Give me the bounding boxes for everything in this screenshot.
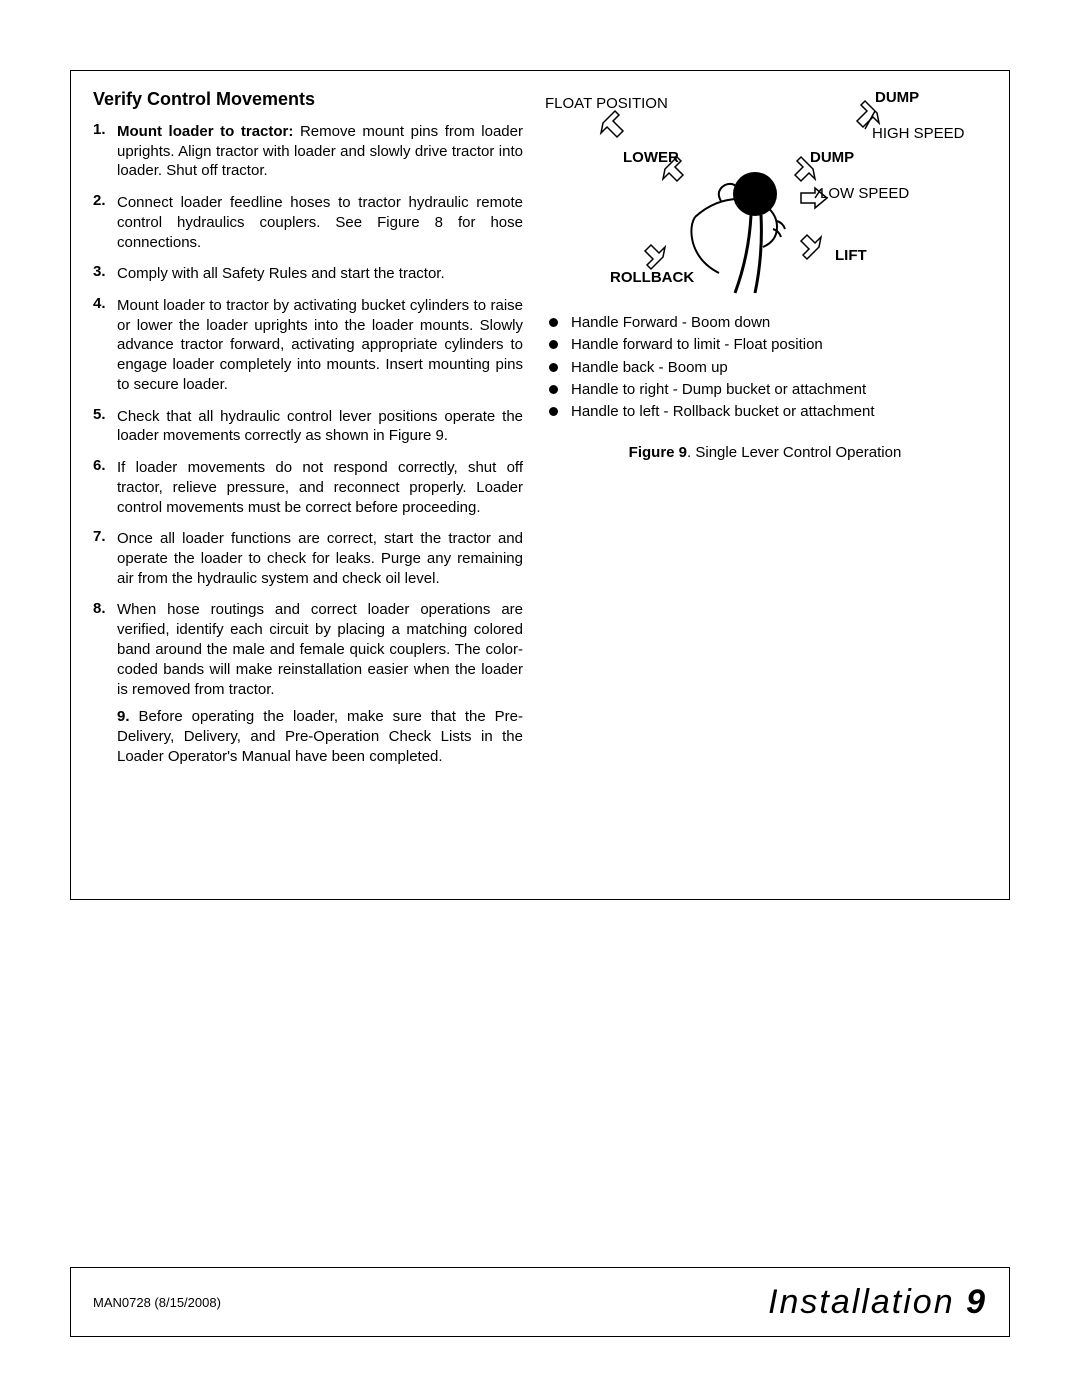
step-number: 5. — [93, 405, 117, 425]
step-number: 2. — [93, 191, 117, 211]
step-8: 8. When hose routings and correct loader… — [93, 599, 523, 767]
step-text: Connect loader feedline hoses to tractor… — [93, 193, 523, 252]
step-number: 3. — [93, 262, 117, 282]
content-frame: Verify Control Movements 1. Mount loader… — [70, 70, 1010, 900]
substep-9: 9. Before operating the loader, make sur… — [93, 707, 523, 766]
step-5: 5. Check that all hydraulic control leve… — [93, 405, 523, 446]
bullet-item: Handle to left - Rollback bucket or atta… — [545, 402, 985, 422]
doc-id: MAN0728 (8/15/2008) — [93, 1295, 221, 1310]
step-7: 7. Once all loader functions are correct… — [93, 527, 523, 588]
step-text: Once all loader functions are correct, s… — [93, 529, 523, 588]
section-page: Installation 9 — [768, 1283, 987, 1322]
step-text: Mount loader to tractor by activating bu… — [93, 296, 523, 395]
label-lift: LIFT — [835, 247, 867, 264]
page: Verify Control Movements 1. Mount loader… — [0, 0, 1080, 1397]
label-float-position: FLOAT POSITION — [545, 95, 668, 112]
step-body: Mount loader to tractor: Remove mount pi… — [93, 122, 523, 181]
bullet-item: Handle to right - Dump bucket or attachm… — [545, 380, 985, 400]
label-low-speed: LOW SPEED — [820, 185, 909, 202]
step-1: 1. Mount loader to tractor: Remove mount… — [93, 120, 523, 181]
figure-caption: Figure 9. Single Lever Control Operation — [545, 444, 985, 461]
step-text: If loader movements do not respond corre… — [93, 458, 523, 517]
caption-bold: Figure 9 — [629, 444, 687, 461]
joystick-diagram: FLOAT POSITION DUMP HIGH SPEED LOWER DUM… — [545, 89, 985, 309]
section-heading: Verify Control Movements — [93, 89, 523, 110]
step-text: When hose routings and correct loader op… — [93, 600, 523, 699]
step-number: 6. — [93, 456, 117, 476]
step-number: 8. — [93, 599, 117, 619]
step-6: 6. If loader movements do not respond co… — [93, 456, 523, 517]
right-column: FLOAT POSITION DUMP HIGH SPEED LOWER DUM… — [545, 89, 985, 777]
label-high-speed: HIGH SPEED — [872, 125, 965, 142]
bullet-item: Handle forward to limit - Float position — [545, 335, 985, 355]
step-text: Comply with all Safety Rules and start t… — [93, 264, 523, 284]
step-list: 1. Mount loader to tractor: Remove mount… — [93, 120, 523, 767]
label-rollback: ROLLBACK — [610, 269, 694, 286]
step-number: 7. — [93, 527, 117, 547]
section-name: Installation — [768, 1283, 966, 1321]
label-dump-mid: DUMP — [810, 149, 854, 166]
substep-text: Before operating the loader, make sure t… — [117, 708, 523, 765]
step-lead: Mount loader to tractor: — [117, 123, 293, 140]
label-lower: LOWER — [623, 149, 679, 166]
caption-rest: . Single Lever Control Operation — [687, 444, 901, 461]
label-dump-top: DUMP — [875, 89, 919, 106]
two-column-layout: Verify Control Movements 1. Mount loader… — [93, 89, 987, 777]
handle-bullet-list: Handle Forward - Boom down Handle forwar… — [545, 313, 985, 422]
bullet-item: Handle Forward - Boom down — [545, 313, 985, 333]
step-text: Check that all hydraulic control lever p… — [93, 407, 523, 447]
step-number: 1. — [93, 120, 117, 140]
step-3: 3. Comply with all Safety Rules and star… — [93, 262, 523, 284]
step-2: 2. Connect loader feedline hoses to trac… — [93, 191, 523, 252]
left-column: Verify Control Movements 1. Mount loader… — [93, 89, 523, 777]
page-number: 9 — [966, 1283, 987, 1321]
step-number: 4. — [93, 294, 117, 314]
step-4: 4. Mount loader to tractor by activating… — [93, 294, 523, 395]
substep-number: 9. — [117, 708, 130, 725]
bullet-item: Handle back - Boom up — [545, 358, 985, 378]
page-footer: MAN0728 (8/15/2008) Installation 9 — [70, 1267, 1010, 1337]
